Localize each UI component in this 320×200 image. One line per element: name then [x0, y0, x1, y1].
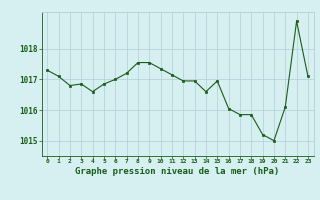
X-axis label: Graphe pression niveau de la mer (hPa): Graphe pression niveau de la mer (hPa)	[76, 167, 280, 176]
